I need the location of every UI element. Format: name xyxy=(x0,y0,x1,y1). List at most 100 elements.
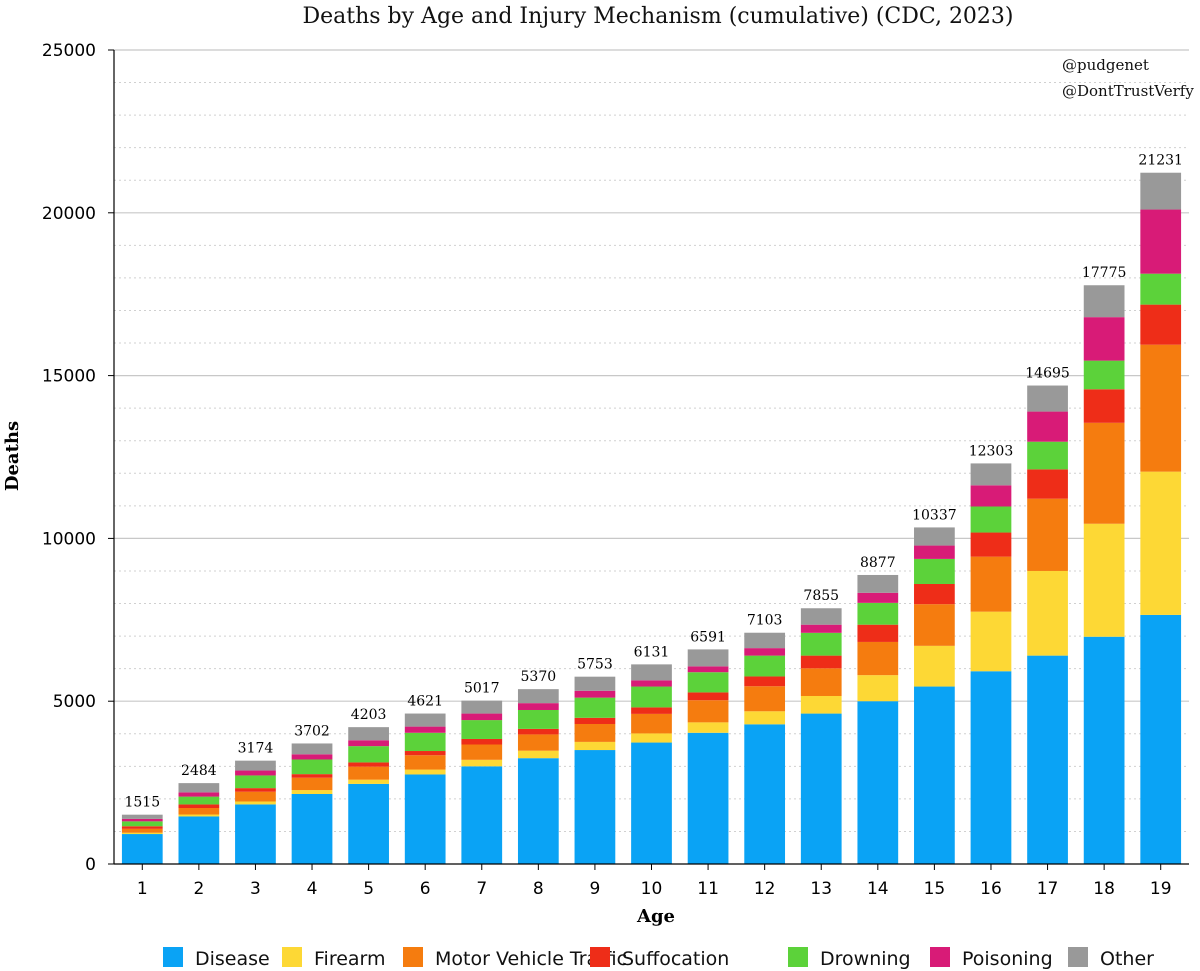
bar-segment-firearm xyxy=(1140,471,1182,615)
bar-segment-poisoning xyxy=(1140,209,1182,274)
bar-segment-poisoning xyxy=(461,713,503,721)
bar-segment-drowning xyxy=(517,709,559,729)
legend-item-firearm: Firearm xyxy=(282,947,386,970)
bar-segment-disease xyxy=(687,732,729,864)
bar-segment-suffocation xyxy=(121,826,163,829)
x-tick-label: 8 xyxy=(533,879,544,899)
total-label: 6131 xyxy=(634,644,670,660)
bar-segment-poisoning xyxy=(744,648,786,656)
legend-swatch xyxy=(930,947,950,967)
bar-segment-drowning xyxy=(970,506,1012,533)
total-label: 7103 xyxy=(747,613,783,629)
bar-segment-suffocation xyxy=(744,676,786,687)
bar-segment-motor-vehicle-traffic xyxy=(348,766,389,780)
total-label: 2484 xyxy=(181,763,217,779)
bar-segment-motor-vehicle-traffic xyxy=(970,556,1012,612)
bar-segment-disease xyxy=(744,724,786,864)
bar-segment-motor-vehicle-traffic xyxy=(461,744,503,760)
bar-segment-motor-vehicle-traffic xyxy=(687,700,729,723)
bar-stack-age-14 xyxy=(857,574,899,864)
total-label: 1515 xyxy=(124,795,160,811)
bar-segment-disease xyxy=(857,701,899,864)
bar-segment-poisoning xyxy=(235,770,276,776)
bar-segment-firearm xyxy=(1083,523,1125,637)
bar-segment-suffocation xyxy=(1140,304,1182,345)
bar-segment-other xyxy=(1027,385,1068,412)
bar-segment-suffocation xyxy=(687,692,729,701)
bar-stack-age-10 xyxy=(631,664,672,864)
bar-segment-suffocation xyxy=(631,707,672,714)
bar-segment-other xyxy=(291,743,333,755)
bar-stack-age-7 xyxy=(461,700,503,864)
bar-segment-firearm xyxy=(687,722,729,733)
bar-segment-firearm xyxy=(970,611,1012,672)
bar-segment-suffocation xyxy=(291,774,333,778)
bar-stack-age-18 xyxy=(1083,285,1125,864)
bar-segment-motor-vehicle-traffic xyxy=(291,777,333,791)
bar-segment-poisoning xyxy=(404,726,446,733)
bar-segment-other xyxy=(574,676,616,691)
y-axis-label: Deaths xyxy=(2,421,23,491)
bar-segment-drowning xyxy=(235,775,276,789)
x-tick-label: 4 xyxy=(307,879,318,899)
total-label: 14695 xyxy=(1025,366,1070,382)
bar-stack-age-3 xyxy=(235,760,276,864)
bar-segment-poisoning xyxy=(1083,317,1125,361)
bar-segment-firearm xyxy=(178,814,220,817)
bar-stack-age-8 xyxy=(517,689,559,864)
bar-segment-drowning xyxy=(461,720,503,739)
bar-segment-other xyxy=(687,649,729,667)
bar-segment-firearm xyxy=(404,769,446,775)
bar-segment-drowning xyxy=(857,602,899,625)
total-label: 12303 xyxy=(969,443,1014,459)
bar-segment-disease xyxy=(178,816,220,864)
bar-segment-disease xyxy=(574,750,616,864)
x-tick-label: 6 xyxy=(420,879,431,899)
bar-segment-suffocation xyxy=(574,717,616,724)
bar-segment-disease xyxy=(517,758,559,864)
bar-segment-drowning xyxy=(121,821,163,827)
total-label: 7855 xyxy=(803,588,839,604)
legend-item-disease: Disease xyxy=(163,947,270,970)
total-label: 17775 xyxy=(1082,265,1127,281)
bar-stack-age-19 xyxy=(1140,172,1182,864)
bar-segment-motor-vehicle-traffic xyxy=(744,686,786,712)
total-labels: 1515 2484 3174 3702 4203 4621 5017 5370 5753 6131… xyxy=(124,153,1183,811)
bar-segment-motor-vehicle-traffic xyxy=(574,723,616,742)
total-label: 6591 xyxy=(690,629,726,645)
bar-stack-age-13 xyxy=(800,608,842,864)
chart-title: Deaths by Age and Injury Mechanism (cumu… xyxy=(302,4,1013,29)
bar-segment-motor-vehicle-traffic xyxy=(631,713,672,734)
bar-segment-disease xyxy=(348,783,389,864)
bar-segment-disease xyxy=(1027,655,1068,864)
bar-segment-poisoning xyxy=(914,545,955,559)
x-tick-label: 13 xyxy=(810,879,832,899)
legend: Disease Firearm Motor Vehicle TrafficSuffo… xyxy=(163,947,1154,970)
x-tick-label: 12 xyxy=(754,879,776,899)
bar-segment-poisoning xyxy=(857,592,899,603)
legend-label: Firearm xyxy=(314,948,386,970)
x-tick-label: 9 xyxy=(590,879,601,899)
credit-text: @pudgenet xyxy=(1062,56,1149,74)
bar-segment-firearm xyxy=(574,741,616,751)
y-tick-label: 10000 xyxy=(42,529,96,549)
bar-stack-age-17 xyxy=(1027,385,1068,864)
bar-segment-suffocation xyxy=(461,738,503,745)
bar-segment-drowning xyxy=(178,796,220,805)
y-tick-label: 15000 xyxy=(42,367,96,387)
bar-segment-motor-vehicle-traffic xyxy=(1083,422,1125,524)
bar-stack-age-4 xyxy=(291,743,333,864)
x-tick-label: 3 xyxy=(250,879,261,899)
bar-segment-disease xyxy=(235,804,276,864)
bar-segment-poisoning xyxy=(574,690,616,698)
bar-stack-age-16 xyxy=(970,463,1012,864)
bar-segment-drowning xyxy=(687,672,729,693)
bar-segment-firearm xyxy=(348,779,389,784)
credits: @pudgenet @DontTrustVerfy xyxy=(1062,56,1194,100)
bar-segment-other xyxy=(800,608,842,625)
bar-segment-drowning xyxy=(1140,273,1182,305)
total-label: 4621 xyxy=(407,694,443,710)
bar-segment-poisoning xyxy=(517,703,559,710)
bar-segment-drowning xyxy=(348,746,389,763)
